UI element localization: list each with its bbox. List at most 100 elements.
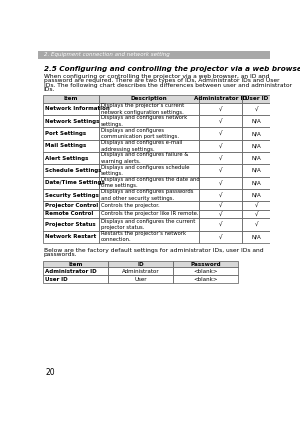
Text: √: √ — [219, 118, 223, 124]
Text: <blank>: <blank> — [194, 269, 218, 274]
Text: Administrator: Administrator — [122, 269, 159, 274]
Text: √: √ — [219, 203, 223, 208]
Bar — [99, 218, 200, 230]
Bar — [99, 115, 200, 127]
Text: IDs. The following chart describes the differences between user and administrato: IDs. The following chart describes the d… — [44, 83, 292, 88]
Text: √: √ — [219, 222, 223, 227]
Text: Controls the projector.: Controls the projector. — [101, 203, 160, 208]
Bar — [99, 127, 200, 140]
Bar — [200, 115, 242, 127]
Bar — [242, 177, 272, 189]
Text: Item: Item — [68, 262, 83, 267]
Bar — [200, 210, 242, 218]
Text: ID: ID — [137, 262, 144, 267]
Text: Description: Description — [131, 96, 167, 101]
Text: Displays and configures e-mail
addressing settings.: Displays and configures e-mail addressin… — [101, 140, 182, 152]
Bar — [38, 51, 270, 59]
Bar — [200, 189, 242, 201]
Bar — [43, 177, 99, 189]
Bar — [242, 201, 272, 210]
Text: User: User — [134, 276, 147, 282]
Text: N/A: N/A — [252, 131, 262, 136]
Text: Displays and configures passwords
and other security settings.: Displays and configures passwords and ot… — [101, 190, 194, 201]
Bar — [43, 140, 99, 152]
Text: Password: Password — [190, 262, 221, 267]
Text: N/A: N/A — [252, 119, 262, 124]
Text: N/A: N/A — [252, 143, 262, 148]
Text: √: √ — [219, 106, 223, 112]
Text: <blank>: <blank> — [194, 276, 218, 282]
Bar — [242, 210, 272, 218]
Bar — [99, 177, 200, 189]
Text: Projector Status: Projector Status — [45, 222, 96, 227]
Text: Date/Time Settings: Date/Time Settings — [45, 180, 105, 185]
Bar — [99, 95, 200, 103]
Text: User ID: User ID — [245, 96, 268, 101]
Bar — [242, 218, 272, 230]
Bar — [108, 268, 173, 275]
Bar — [200, 230, 242, 243]
Text: Displays and configures schedule
settings.: Displays and configures schedule setting… — [101, 165, 190, 176]
Text: Schedule Settings: Schedule Settings — [45, 168, 102, 173]
Text: When configuring or controlling the projector via a web browser, an ID and: When configuring or controlling the proj… — [44, 74, 269, 79]
Text: password are required. There are two types of IDs, Administrator IDs and User: password are required. There are two typ… — [44, 78, 279, 83]
Text: Displays and configures failure &
warning alerts.: Displays and configures failure & warnin… — [101, 153, 188, 164]
Bar — [43, 230, 99, 243]
Text: Item: Item — [64, 96, 78, 101]
Text: Network Restart: Network Restart — [45, 234, 97, 239]
Text: √: √ — [219, 234, 223, 239]
Bar — [200, 140, 242, 152]
Bar — [242, 127, 272, 140]
Text: 20: 20 — [45, 368, 55, 377]
Bar — [99, 201, 200, 210]
Text: N/A: N/A — [252, 155, 262, 161]
Bar — [242, 115, 272, 127]
Text: √: √ — [255, 222, 259, 227]
Bar — [99, 189, 200, 201]
Text: N/A: N/A — [252, 234, 262, 239]
Text: N/A: N/A — [252, 193, 262, 198]
Bar — [43, 127, 99, 140]
Bar — [200, 127, 242, 140]
Bar — [99, 152, 200, 164]
Text: 2. Equipment connection and network setting: 2. Equipment connection and network sett… — [44, 52, 169, 58]
Text: Mail Settings: Mail Settings — [45, 143, 86, 148]
Text: Port Settings: Port Settings — [45, 131, 86, 136]
Bar — [242, 189, 272, 201]
Text: Administrator ID: Administrator ID — [194, 96, 247, 101]
Bar — [43, 164, 99, 177]
Bar — [43, 210, 99, 218]
Text: Controls the projector like IR remote.: Controls the projector like IR remote. — [101, 211, 199, 216]
Text: Security Settings: Security Settings — [45, 193, 99, 198]
Text: Network Settings: Network Settings — [45, 119, 100, 124]
Bar — [200, 152, 242, 164]
Text: passwords.: passwords. — [44, 253, 77, 257]
Text: Remote Control: Remote Control — [45, 211, 94, 216]
Text: N/A: N/A — [252, 168, 262, 173]
Text: Network Information: Network Information — [45, 106, 110, 111]
Bar — [173, 261, 238, 268]
Text: √: √ — [219, 143, 223, 149]
Bar — [43, 103, 99, 115]
Bar — [242, 152, 272, 164]
Text: User ID: User ID — [45, 276, 68, 282]
Bar — [200, 218, 242, 230]
Text: √: √ — [255, 106, 259, 112]
Bar — [173, 268, 238, 275]
Bar — [242, 95, 272, 103]
Bar — [99, 140, 200, 152]
Text: Displays and configures the current
projector status.: Displays and configures the current proj… — [101, 219, 195, 230]
Bar — [43, 275, 108, 283]
Text: Alert Settings: Alert Settings — [45, 155, 88, 161]
Bar — [242, 103, 272, 115]
Bar — [43, 201, 99, 210]
Bar — [200, 95, 242, 103]
Text: Displays and configures the date and
time settings.: Displays and configures the date and tim… — [101, 177, 200, 188]
Text: Below are the factory default settings for administrator IDs, user IDs and: Below are the factory default settings f… — [44, 248, 263, 253]
Text: Administrator ID: Administrator ID — [45, 269, 97, 274]
Text: √: √ — [255, 203, 259, 208]
Text: √: √ — [219, 168, 223, 173]
Bar — [242, 140, 272, 152]
Bar — [43, 95, 99, 103]
Text: √: √ — [219, 193, 223, 198]
